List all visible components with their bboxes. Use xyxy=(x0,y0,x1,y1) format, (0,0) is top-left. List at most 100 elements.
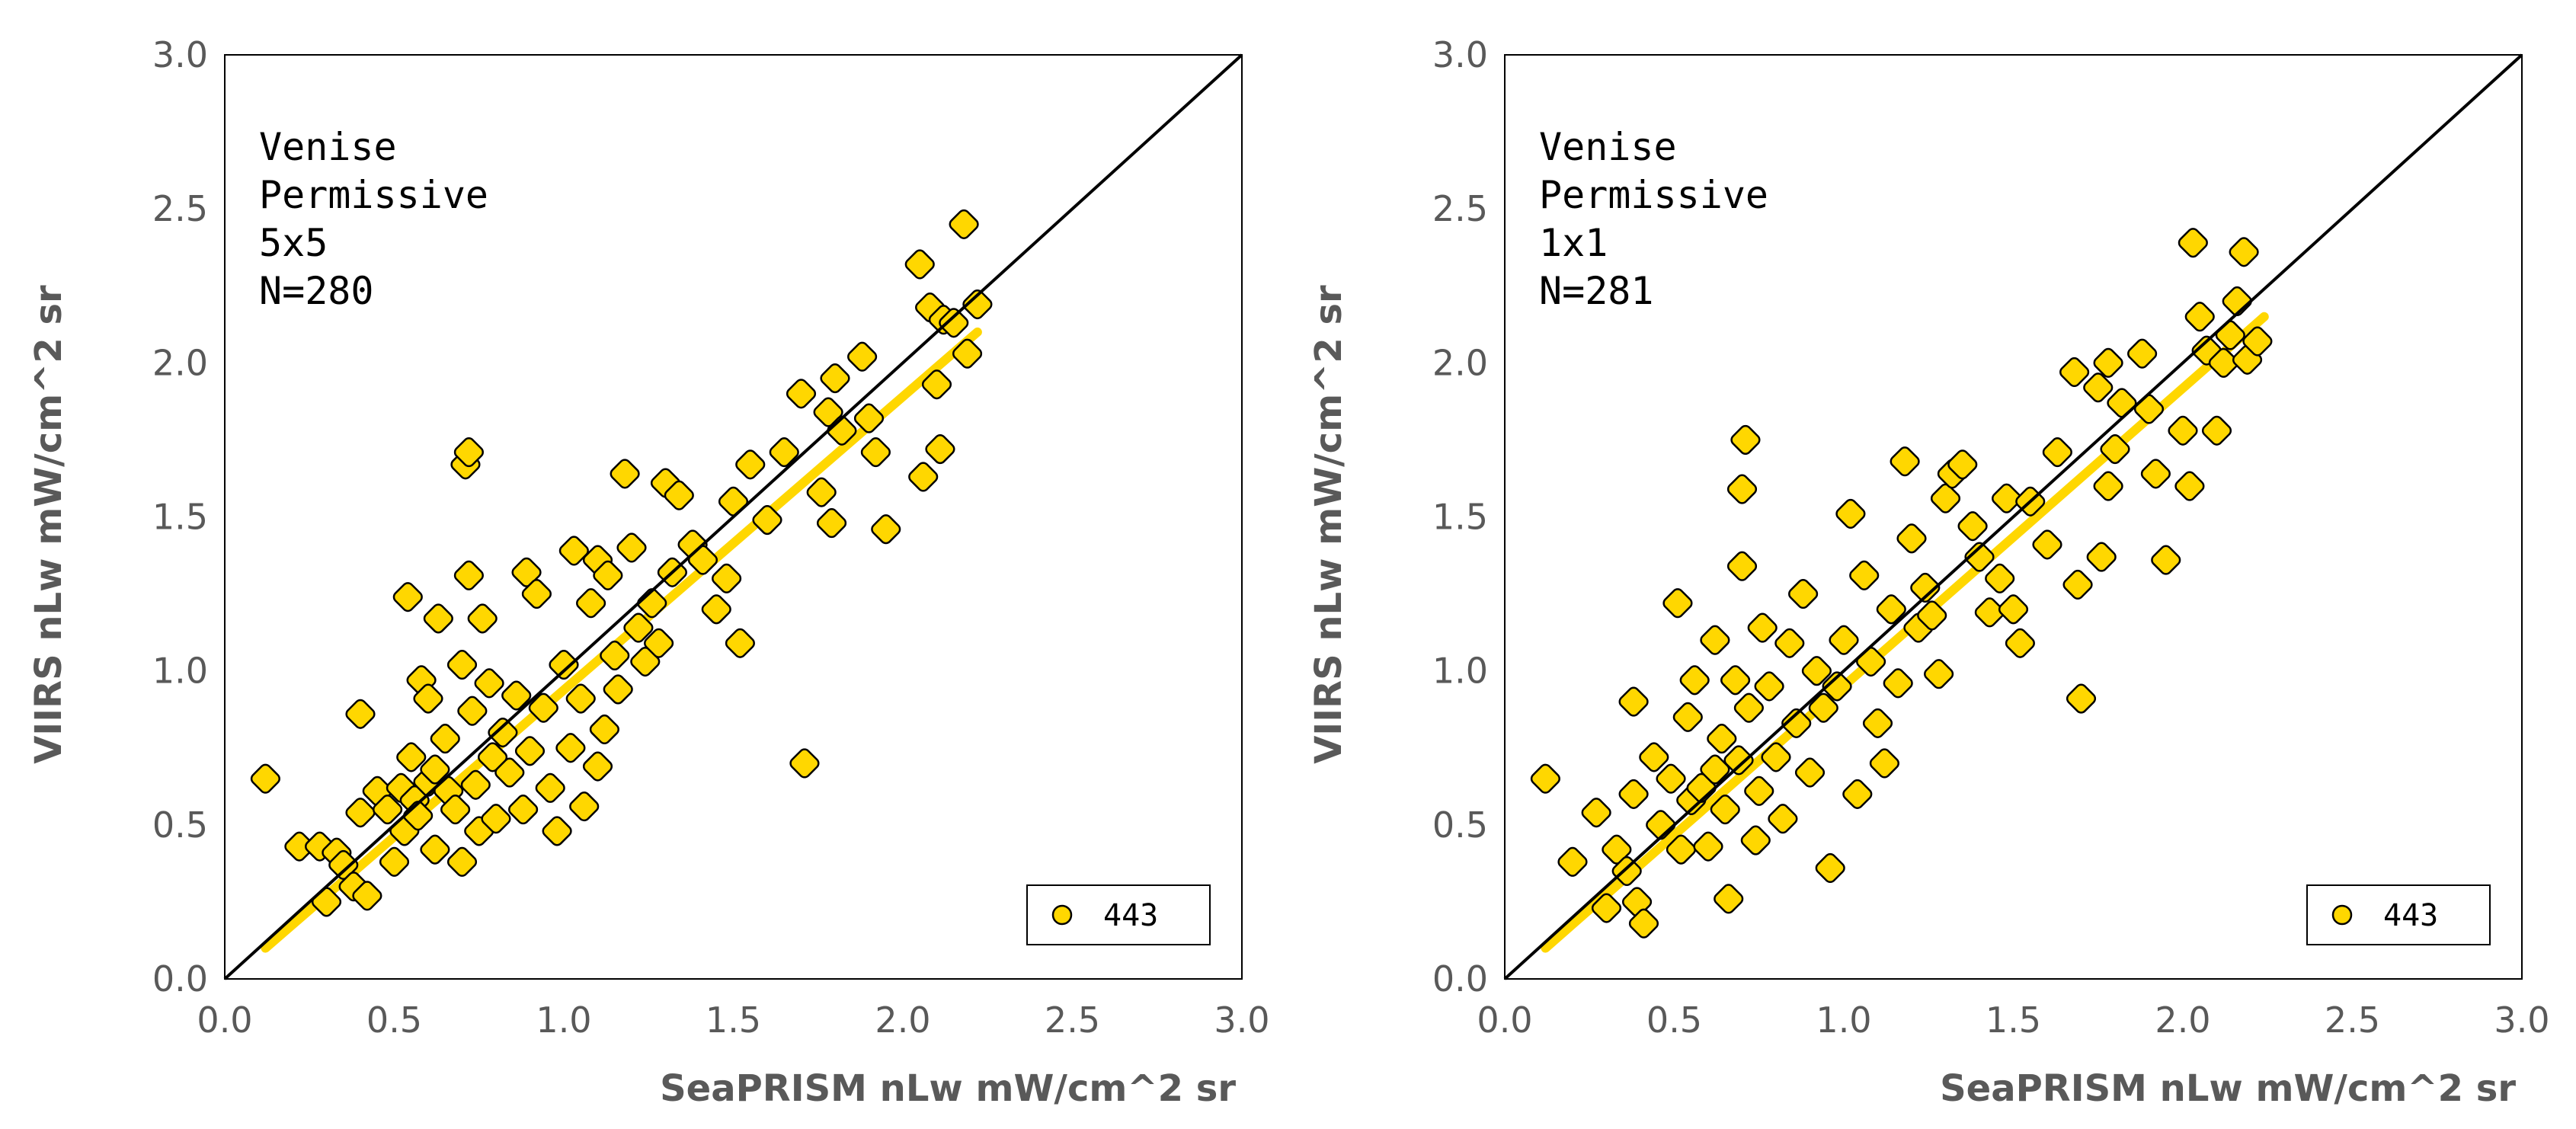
data-point xyxy=(1835,498,1866,529)
y-tick-label: 3.0 xyxy=(152,34,208,75)
annotation-line: N=280 xyxy=(259,269,374,313)
data-point xyxy=(373,795,403,825)
data-point xyxy=(593,560,623,590)
data-point xyxy=(1714,884,1744,914)
legend-marker xyxy=(2331,904,2353,926)
data-point xyxy=(250,763,280,794)
data-point xyxy=(816,508,847,539)
data-point xyxy=(474,668,504,699)
y-tick-label: 2.5 xyxy=(152,188,208,229)
data-point xyxy=(2083,373,2114,403)
x-tick-label: 2.5 xyxy=(1045,999,1100,1041)
data-point xyxy=(1985,563,2015,593)
data-point xyxy=(1815,852,1845,884)
data-point xyxy=(2042,437,2072,468)
x-tick-label: 2.0 xyxy=(875,999,930,1041)
data-point xyxy=(1794,757,1826,788)
data-point xyxy=(1726,551,1758,581)
data-point xyxy=(1768,804,1798,834)
data-point xyxy=(1611,856,1642,887)
data-point xyxy=(528,692,558,723)
data-point xyxy=(430,724,460,754)
data-point xyxy=(860,437,891,468)
data-point xyxy=(1761,742,1791,772)
data-point xyxy=(735,449,766,480)
data-point xyxy=(2005,628,2035,658)
data-point xyxy=(904,249,935,280)
reference-line xyxy=(223,53,1243,980)
y-axis-title: VIIRS nLw mW/cm^2 sr xyxy=(1307,285,1350,764)
data-point xyxy=(820,363,850,394)
data-point xyxy=(352,881,382,911)
y-axis-title: VIIRS nLw mW/cm^2 sr xyxy=(27,285,70,764)
data-point xyxy=(2174,471,2205,501)
annotation-line: Permissive xyxy=(1539,173,1768,217)
data-point xyxy=(1930,483,1961,513)
data-point xyxy=(1829,625,1859,655)
data-point xyxy=(501,680,532,711)
data-point xyxy=(1581,798,1611,828)
data-point xyxy=(345,798,376,828)
data-point xyxy=(1917,600,1947,631)
data-point xyxy=(514,736,546,766)
data-point xyxy=(345,699,376,729)
y-tick-label: 2.0 xyxy=(1432,342,1488,383)
x-tick-label: 0.5 xyxy=(366,999,422,1041)
data-point xyxy=(420,834,450,865)
data-point xyxy=(1862,708,1893,738)
data-point xyxy=(521,579,552,609)
x-tick-label: 1.0 xyxy=(1816,999,1871,1041)
data-point xyxy=(1618,686,1649,717)
data-point xyxy=(616,533,647,563)
data-point xyxy=(1557,846,1588,877)
data-point xyxy=(1679,665,1710,696)
data-point xyxy=(610,459,640,489)
data-point xyxy=(446,846,478,877)
data-point xyxy=(1781,708,1812,738)
data-point xyxy=(1672,702,1703,732)
data-point xyxy=(467,603,498,634)
data-point xyxy=(2059,357,2090,388)
data-point xyxy=(1774,628,1805,658)
data-point xyxy=(565,683,596,714)
data-point xyxy=(542,816,572,846)
y-tick-label: 0.5 xyxy=(1432,804,1488,846)
data-point xyxy=(396,742,427,772)
data-point xyxy=(582,751,613,782)
reference-line xyxy=(1503,53,2523,980)
annotation-line: Permissive xyxy=(259,173,488,217)
data-point xyxy=(664,480,694,510)
data-point xyxy=(2086,542,2117,572)
data-point xyxy=(1822,671,1852,702)
data-point xyxy=(1747,612,1778,643)
data-point xyxy=(2062,569,2093,600)
data-point xyxy=(2151,545,2181,575)
data-point xyxy=(446,650,478,680)
data-point xyxy=(908,462,939,492)
data-point xyxy=(847,341,878,372)
data-point xyxy=(2242,326,2273,357)
data-point xyxy=(962,289,993,320)
data-point xyxy=(453,560,484,590)
data-point xyxy=(925,433,955,465)
data-point xyxy=(535,772,565,803)
data-point xyxy=(2229,237,2259,267)
data-point xyxy=(2093,471,2123,501)
data-point xyxy=(1720,665,1751,696)
data-point xyxy=(1883,668,1913,699)
y-tick-label: 1.0 xyxy=(152,651,208,692)
data-point xyxy=(786,379,817,409)
chart-panel-1: 0.0 0.5 1.0 1.5 2.0 2.5 3.0 0.0 0.5 1.0 1.5 2.0 2.5 3… xyxy=(27,34,1270,1110)
data-point xyxy=(413,683,443,714)
data-point xyxy=(457,696,488,726)
data-point xyxy=(871,514,901,545)
data-point xyxy=(549,650,579,680)
data-point xyxy=(853,403,885,433)
data-point xyxy=(1723,745,1754,776)
data-point xyxy=(1656,763,1686,794)
data-point xyxy=(2032,529,2062,560)
data-point xyxy=(712,563,742,593)
data-point xyxy=(1788,579,1819,609)
data-point xyxy=(1662,588,1693,619)
data-point xyxy=(1947,449,1978,480)
